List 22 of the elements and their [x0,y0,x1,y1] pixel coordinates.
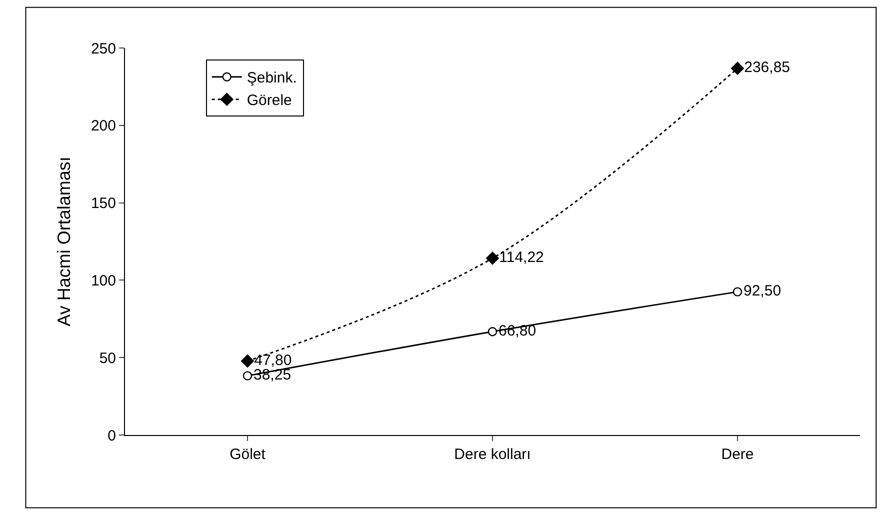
data-label: 236,85 [744,59,790,76]
y-axis-title: Av Hacmi Ortalaması [54,156,74,326]
y-tick-label: 100 [90,272,116,290]
y-tick-label: 200 [90,118,116,135]
data-label: 92,50 [744,282,782,300]
y-tick-label: 150 [90,195,116,212]
point [241,354,254,368]
point [488,326,498,336]
x-tick-label: Dere kolları [454,446,531,463]
y-tick-label: 50 [99,350,116,367]
legend-label: Şebink. [246,70,297,87]
data-label: 47,80 [254,352,292,369]
point [731,62,744,75]
point [486,252,499,265]
y-tick-label: 250 [90,40,116,58]
point [732,287,742,296]
legend-label: Görele [246,92,292,110]
x-tick-label: Gölet [230,446,266,463]
data-label: 114,22 [499,248,544,266]
x-tick-label: Dere [721,446,754,463]
y-tick-label: 0 [108,427,116,444]
point [242,371,252,380]
